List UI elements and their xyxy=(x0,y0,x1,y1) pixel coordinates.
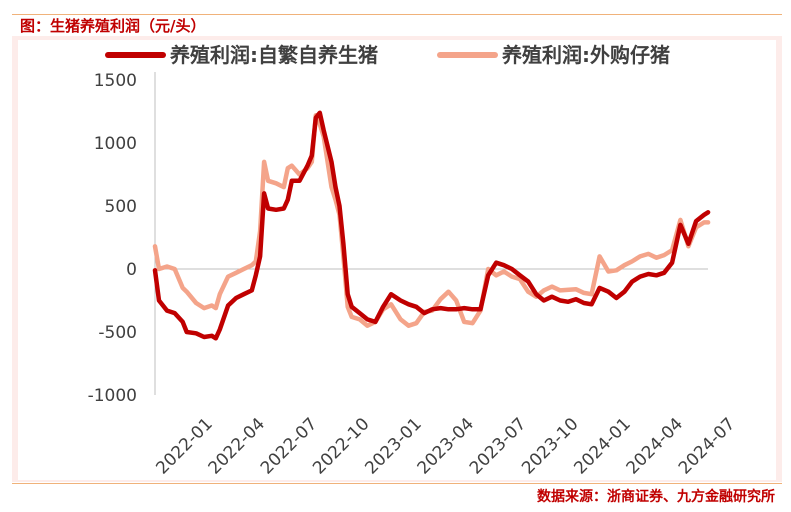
x-tick-label-group: 2022-10 xyxy=(309,414,373,478)
figure-title: 图：生猪养殖利润（元/头） xyxy=(20,17,206,35)
x-tick-label: 2022-10 xyxy=(309,414,373,478)
x-tick-label: 2023-10 xyxy=(518,414,582,478)
y-tick-label: 0 xyxy=(126,260,137,280)
footer-divider xyxy=(12,483,782,484)
y-tick-label: 500 xyxy=(105,197,137,217)
x-tick-label: 2023-04 xyxy=(414,414,478,478)
x-tick-label: 2023-01 xyxy=(361,414,425,478)
y-tick-label: -1000 xyxy=(88,386,137,406)
series-layer xyxy=(152,110,711,341)
x-tick-label-group: 2023-01 xyxy=(361,414,425,478)
x-tick-label: 2022-04 xyxy=(205,414,269,478)
x-tick-label-group: 2023-10 xyxy=(518,414,582,478)
x-tick-label-group: 2023-07 xyxy=(466,414,530,478)
x-tick-label-group: 2024-04 xyxy=(623,414,687,478)
x-tick-label-group: 2022-01 xyxy=(152,414,216,478)
x-tick-label: 2022-01 xyxy=(152,414,216,478)
source-note: 数据来源：浙商证券、九方金融研究所 xyxy=(537,489,775,505)
series-line-primary xyxy=(152,110,711,341)
x-tick-label: 2022-07 xyxy=(257,414,321,478)
x-tick-label-group: 2024-07 xyxy=(675,414,739,478)
x-tick-label-group: 2023-04 xyxy=(414,414,478,478)
x-tick-label-group: 2022-07 xyxy=(257,414,321,478)
plot-panel xyxy=(18,40,776,480)
x-tick-label: 2024-01 xyxy=(570,414,634,478)
legend-label-secondary: 养殖利润:外购仔猪 xyxy=(501,43,670,67)
x-tick-label-group: 2024-01 xyxy=(570,414,634,478)
y-tick-label: 1500 xyxy=(94,71,137,91)
x-tick-label: 2023-07 xyxy=(466,414,530,478)
series-line-secondary xyxy=(152,113,711,328)
legend: 养殖利润:自繁自养生猪 养殖利润:外购仔猪 xyxy=(105,43,670,67)
x-tick-label: 2024-04 xyxy=(623,414,687,478)
legend-label-primary: 养殖利润:自繁自养生猪 xyxy=(169,43,378,67)
x-tick-label-group: 2022-04 xyxy=(205,414,269,478)
y-tick-label: 1000 xyxy=(94,134,137,154)
x-tick-label: 2024-07 xyxy=(675,414,739,478)
plot-background xyxy=(12,36,782,482)
y-tick-label: -500 xyxy=(98,323,137,343)
